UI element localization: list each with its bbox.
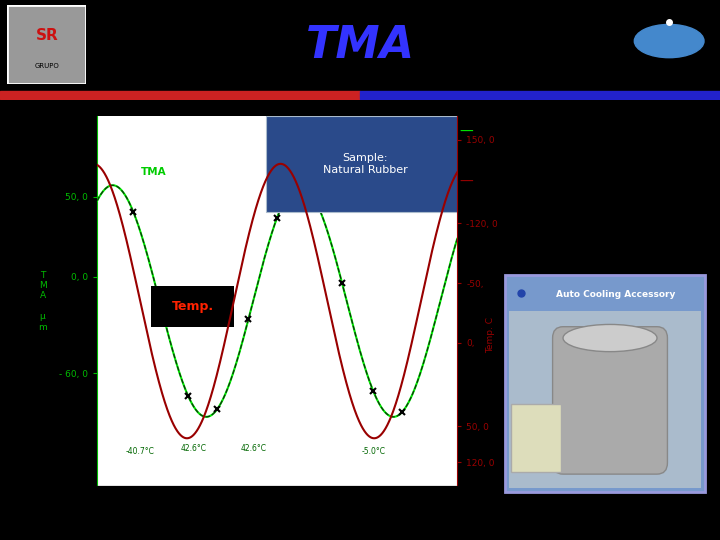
Text: Temp.: Temp. <box>171 300 214 313</box>
Text: TMA: TMA <box>305 24 415 66</box>
Text: GRUPO: GRUPO <box>35 64 59 70</box>
Text: -5.0°C: -5.0°C <box>361 447 385 456</box>
Circle shape <box>634 24 704 58</box>
Text: 42.6°C: 42.6°C <box>180 444 206 453</box>
Text: -40.7°C: -40.7°C <box>126 447 155 456</box>
Ellipse shape <box>563 325 657 352</box>
FancyBboxPatch shape <box>151 286 234 327</box>
Text: Sample:
Natural Rubber: Sample: Natural Rubber <box>323 153 408 175</box>
Text: Auto Cooling Accessory: Auto Cooling Accessory <box>556 291 675 300</box>
Bar <box>0 91 360 99</box>
Text: SII: SII <box>591 35 624 55</box>
Text: 42.6°C: 42.6°C <box>240 444 266 453</box>
Y-axis label: T
M
A
 
μ
m: T M A μ m <box>38 271 47 332</box>
FancyBboxPatch shape <box>552 327 667 474</box>
Text: TMA: TMA <box>140 167 166 177</box>
Text: Temp. C: Temp. C <box>487 317 495 353</box>
Text: —: — <box>459 125 474 139</box>
Text: —: — <box>459 176 474 190</box>
X-axis label: Time min: Time min <box>251 510 303 519</box>
Text: SR: SR <box>35 28 58 43</box>
FancyBboxPatch shape <box>511 404 561 472</box>
Bar <box>360 91 720 99</box>
FancyBboxPatch shape <box>266 116 461 212</box>
